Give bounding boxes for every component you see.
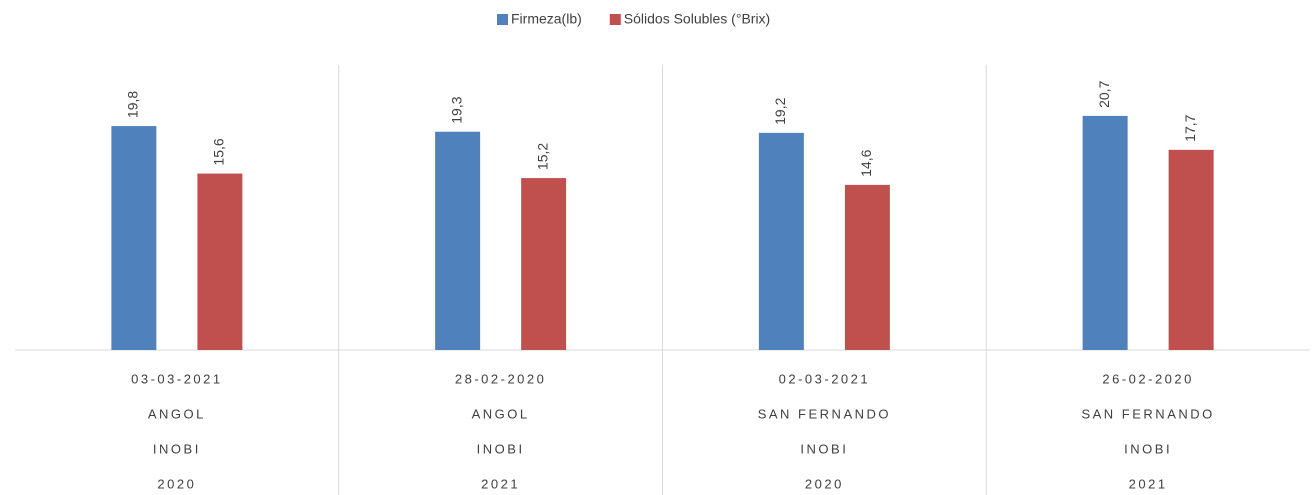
x-tick-label: ANGOL xyxy=(472,406,530,421)
legend-label: Firmeza(lb) xyxy=(511,11,582,27)
x-tick-label: 02-03-2021 xyxy=(779,371,871,386)
legend-swatch xyxy=(497,14,508,25)
data-label: 19,3 xyxy=(448,96,464,123)
x-tick-label: 2020 xyxy=(805,476,844,491)
bar xyxy=(1168,149,1214,350)
bar xyxy=(435,131,481,350)
legend-label: Sólidos Solubles (°Brix) xyxy=(624,11,770,27)
x-tick-label: INOBI xyxy=(477,441,525,456)
bar xyxy=(844,184,890,350)
x-tick-label: ANGOL xyxy=(148,406,206,421)
x-tick-label: 2020 xyxy=(157,476,196,491)
x-tick-label: 28-02-2020 xyxy=(455,371,547,386)
x-tick-label: INOBI xyxy=(1124,441,1172,456)
x-tick-label: 26-02-2020 xyxy=(1102,371,1194,386)
bar xyxy=(197,173,243,350)
x-tick-label: INOBI xyxy=(800,441,848,456)
x-tick-label: 03-03-2021 xyxy=(131,371,223,386)
data-label: 17,7 xyxy=(1182,114,1198,141)
legend-swatch xyxy=(609,14,621,25)
x-tick-label: INOBI xyxy=(153,441,201,456)
x-tick-label: SAN FERNANDO xyxy=(1081,406,1214,421)
bar xyxy=(1082,115,1128,351)
bar xyxy=(521,178,567,350)
x-tick-label: 2021 xyxy=(1129,476,1168,491)
legend: Firmeza(lb) Sólidos Solubles (°Brix) xyxy=(497,11,770,27)
x-tick-label: SAN FERNANDO xyxy=(758,406,891,421)
data-label: 19,8 xyxy=(125,91,141,118)
data-label: 14,6 xyxy=(858,149,874,176)
x-tick-label: 2021 xyxy=(481,476,520,491)
data-label: 15,6 xyxy=(211,138,227,165)
bar xyxy=(111,126,157,350)
data-label: 15,2 xyxy=(534,143,550,170)
data-label: 20,7 xyxy=(1096,80,1112,107)
bar xyxy=(758,132,804,350)
data-label: 19,2 xyxy=(772,97,788,124)
